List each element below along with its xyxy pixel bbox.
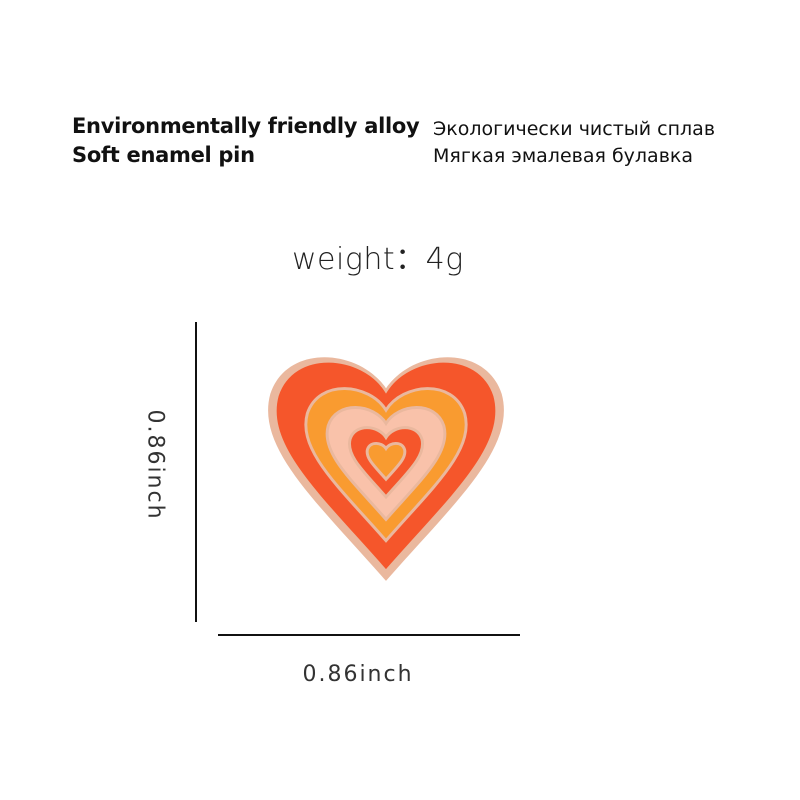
feature-enamel-ru: Мягкая эмалевая булавка bbox=[433, 145, 694, 167]
height-dimension-label: 0.86inch bbox=[142, 409, 168, 521]
feature-alloy-ru: Экологически чистый сплав bbox=[433, 118, 716, 140]
width-dimension-line bbox=[218, 634, 520, 636]
weight-label: weight：4g bbox=[292, 242, 464, 277]
heart-enamel-pin bbox=[268, 357, 504, 581]
feature-alloy-en: Environmentally friendly alloy bbox=[72, 114, 420, 138]
feature-enamel-en: Soft enamel pin bbox=[72, 143, 255, 167]
width-dimension-label: 0.86inch bbox=[302, 662, 414, 687]
height-dimension-line bbox=[195, 322, 197, 622]
